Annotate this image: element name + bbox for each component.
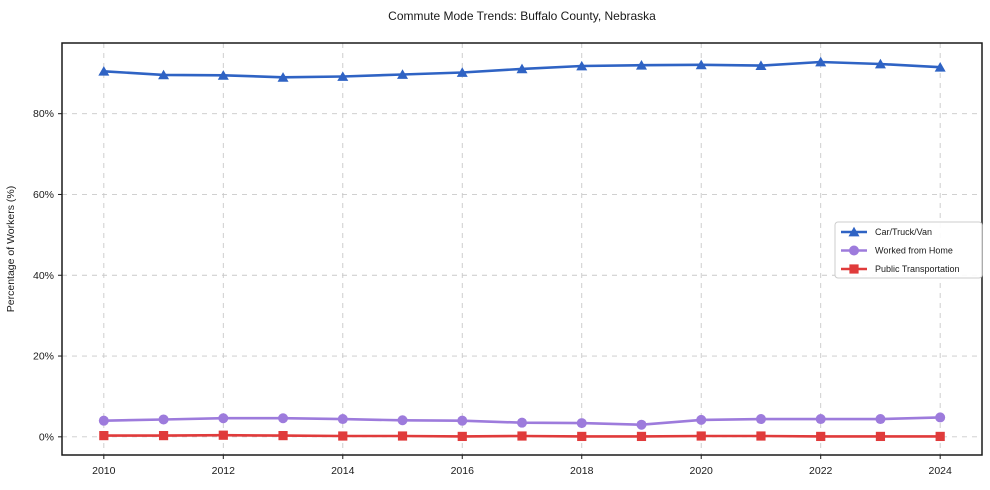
x-tick-label: 2024 xyxy=(929,465,953,477)
x-tick-label: 2014 xyxy=(331,465,355,477)
x-tick-label: 2020 xyxy=(690,465,714,477)
chart-title: Commute Mode Trends: Buffalo County, Neb… xyxy=(388,9,656,23)
data-point-public-transportation xyxy=(816,431,826,442)
y-tick-label: 60% xyxy=(33,189,54,201)
data-point-public-transportation xyxy=(636,431,647,442)
data-point-public-transportation xyxy=(397,431,408,441)
legend-square-marker-icon xyxy=(849,264,859,274)
data-point-worked-from-home xyxy=(935,412,946,423)
data-point-car-truck-van xyxy=(576,60,588,71)
data-point-public-transportation xyxy=(696,431,706,441)
x-tick-label: 2012 xyxy=(212,465,236,477)
legend-triangle-marker-icon xyxy=(848,226,860,237)
data-point-public-transportation xyxy=(935,431,945,442)
x-tick-label: 2018 xyxy=(570,465,594,477)
data-point-car-truck-van xyxy=(934,62,946,72)
data-point-worked-from-home xyxy=(576,418,587,429)
data-point-public-transportation xyxy=(457,431,467,442)
data-point-worked-from-home xyxy=(875,414,886,425)
series-worked-from-home xyxy=(98,412,946,430)
data-point-worked-from-home xyxy=(815,414,826,425)
data-point-public-transportation xyxy=(577,431,587,442)
data-point-worked-from-home xyxy=(218,413,229,424)
legend-label: Car/Truck/Van xyxy=(875,227,932,237)
data-point-car-truck-van xyxy=(874,58,886,69)
legend-item-public-transportation: Public Transportation xyxy=(841,264,960,274)
data-point-worked-from-home xyxy=(636,419,647,430)
legend-box xyxy=(834,221,983,279)
data-point-car-truck-van xyxy=(397,69,409,79)
data-point-worked-from-home xyxy=(158,414,169,425)
x-tick-label: 2022 xyxy=(809,465,833,477)
data-point-public-transportation xyxy=(99,431,109,441)
x-tick-label: 2016 xyxy=(451,465,475,477)
data-point-car-truck-van xyxy=(755,60,767,71)
y-tick-label: 20% xyxy=(33,351,54,363)
legend-circle-marker-icon xyxy=(849,245,859,256)
data-point-public-transportation xyxy=(158,431,169,441)
legend-item-worked-from-home: Worked from Home xyxy=(841,245,953,256)
y-tick-label: 40% xyxy=(33,270,54,282)
plot-area xyxy=(62,43,982,455)
series-layer xyxy=(98,56,946,442)
data-point-public-transportation xyxy=(517,431,527,441)
data-point-car-truck-van xyxy=(158,69,170,80)
data-point-worked-from-home xyxy=(457,415,468,426)
data-point-car-truck-van xyxy=(456,67,468,77)
tick-layer: 2010 2012 2014 2016 2018 2020 2022 2024 0% 20% 40%… xyxy=(33,108,952,477)
data-point-public-transportation xyxy=(218,430,228,440)
data-point-car-truck-van xyxy=(337,71,349,81)
data-point-car-truck-van xyxy=(277,72,289,82)
data-point-worked-from-home xyxy=(278,413,289,424)
data-point-worked-from-home xyxy=(98,415,109,426)
data-point-worked-from-home xyxy=(517,417,527,428)
data-point-car-truck-van xyxy=(98,66,110,76)
legend-label: Worked from Home xyxy=(875,246,953,256)
data-point-public-transportation xyxy=(875,431,886,442)
series-public-transportation xyxy=(99,430,945,442)
x-tick-label: 2010 xyxy=(92,465,116,477)
data-point-car-truck-van xyxy=(635,60,647,70)
data-point-worked-from-home xyxy=(755,414,766,425)
data-point-car-truck-van xyxy=(815,56,827,67)
y-tick-label: 0% xyxy=(39,431,54,443)
legend-item-car-truck-van: Car/Truck/Van xyxy=(841,226,932,237)
data-point-worked-from-home xyxy=(397,415,408,426)
y-axis-label: Percentage of Workers (%) xyxy=(5,186,17,312)
legend-label: Public Transportation xyxy=(875,264,960,274)
data-point-car-truck-van xyxy=(217,70,229,80)
data-point-car-truck-van xyxy=(695,59,707,70)
series-car-truck-van xyxy=(98,56,946,82)
data-point-public-transportation xyxy=(756,431,766,441)
legend: Car/Truck/Van Worked from Home Public Tran… xyxy=(834,221,983,279)
data-point-worked-from-home xyxy=(696,414,707,425)
data-point-car-truck-van xyxy=(516,63,528,74)
y-tick-label: 80% xyxy=(33,108,54,120)
data-point-public-transportation xyxy=(338,431,348,441)
data-point-public-transportation xyxy=(278,431,288,441)
data-point-worked-from-home xyxy=(337,414,348,425)
